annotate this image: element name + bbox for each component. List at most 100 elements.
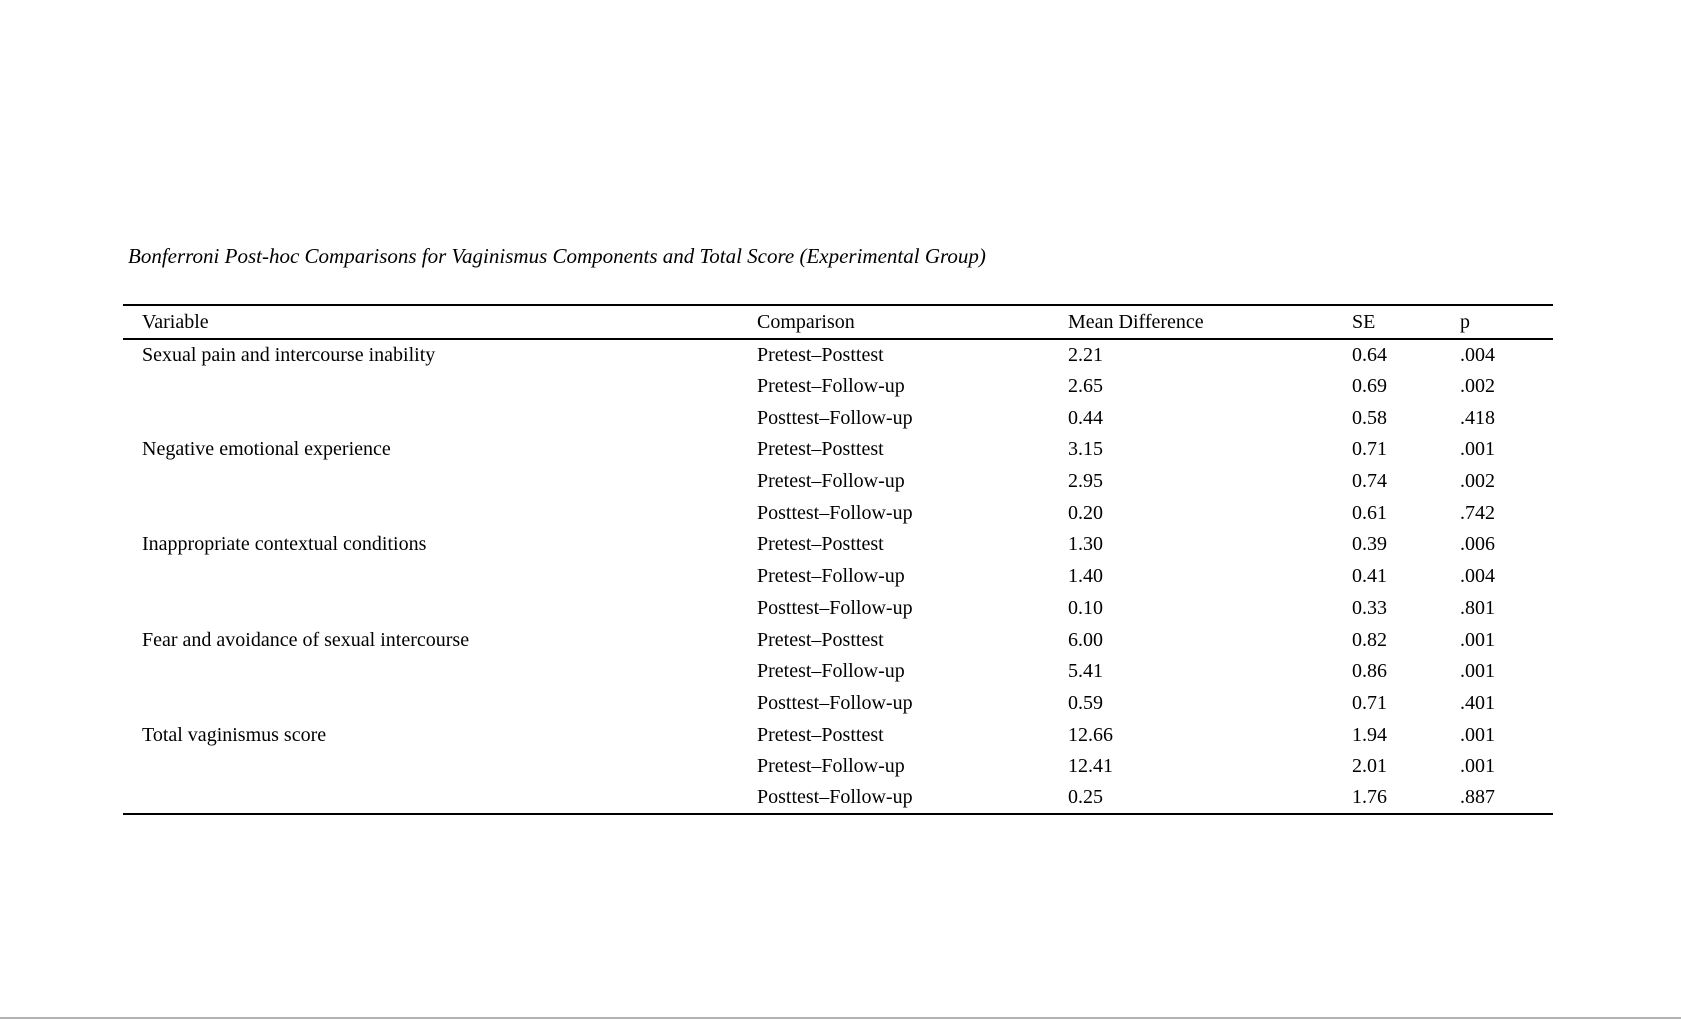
cell-variable: [123, 497, 757, 529]
cell-variable: [123, 751, 757, 783]
table-row: Inappropriate contextual conditions Pret…: [123, 529, 1553, 561]
cell-mean-difference: 0.59: [1068, 691, 1103, 714]
cell-mean-difference: 0.20: [1068, 501, 1103, 524]
cell-variable: [123, 783, 757, 815]
table-row: Posttest–Follow-up 0.44 0.58 .418: [123, 402, 1553, 434]
cell-variable: Inappropriate contextual conditions: [142, 533, 427, 556]
cell-comparison: Pretest–Follow-up: [757, 470, 905, 493]
cell-p: .401: [1460, 691, 1495, 714]
cell-se: 0.71: [1352, 438, 1387, 461]
table-row: Total vaginismus score Pretest–Posttest …: [123, 719, 1553, 751]
cell-variable: [123, 371, 757, 403]
cell-p: .001: [1460, 755, 1495, 778]
cell-comparison: Pretest–Follow-up: [757, 755, 905, 778]
table-row: Negative emotional experience Pretest–Po…: [123, 434, 1553, 466]
column-header-p: p: [1460, 310, 1470, 333]
table-row: Posttest–Follow-up 0.25 1.76 .887: [123, 783, 1553, 815]
table-row: Fear and avoidance of sexual intercourse…: [123, 624, 1553, 656]
cell-mean-difference: 12.41: [1068, 755, 1113, 778]
table-row: Pretest–Follow-up 5.41 0.86 .001: [123, 656, 1553, 688]
cell-se: 0.82: [1352, 628, 1387, 651]
cell-p: .002: [1460, 470, 1495, 493]
cell-variable: Negative emotional experience: [142, 438, 391, 461]
cell-se: 0.74: [1352, 470, 1387, 493]
cell-p: .801: [1460, 596, 1495, 619]
table-row: Sexual pain and intercourse inability Pr…: [123, 339, 1553, 371]
cell-comparison: Pretest–Posttest: [757, 343, 884, 366]
cell-p: .001: [1460, 438, 1495, 461]
table-row: Pretest–Follow-up 2.65 0.69 .002: [123, 371, 1553, 403]
cell-comparison: Pretest–Posttest: [757, 628, 884, 651]
cell-se: 0.64: [1352, 343, 1387, 366]
table-row: Pretest–Follow-up 12.41 2.01 .001: [123, 751, 1553, 783]
cell-comparison: Pretest–Posttest: [757, 723, 884, 746]
cell-p: .004: [1460, 565, 1495, 588]
cell-p: .004: [1460, 343, 1495, 366]
cell-variable: [123, 561, 757, 593]
column-header-se: SE: [1352, 310, 1376, 333]
cell-comparison: Pretest–Follow-up: [757, 375, 905, 398]
cell-mean-difference: 1.30: [1068, 533, 1103, 556]
cell-variable: [123, 656, 757, 688]
column-header-variable: Variable: [142, 310, 209, 333]
cell-mean-difference: 5.41: [1068, 660, 1103, 683]
table-row: Pretest–Follow-up 2.95 0.74 .002: [123, 466, 1553, 498]
cell-p: .887: [1460, 786, 1495, 809]
cell-mean-difference: 1.40: [1068, 565, 1103, 588]
cell-variable: [123, 466, 757, 498]
column-header-comparison: Comparison: [757, 310, 855, 333]
cell-variable: Total vaginismus score: [142, 723, 327, 746]
cell-se: 1.94: [1352, 723, 1387, 746]
cell-p: .418: [1460, 406, 1495, 429]
cell-se: 0.33: [1352, 596, 1387, 619]
cell-mean-difference: 0.10: [1068, 596, 1103, 619]
column-header-mean-difference: Mean Difference: [1068, 310, 1204, 333]
table-header-row: Variable Comparison Mean Difference SE p: [123, 305, 1553, 339]
cell-mean-difference: 3.15: [1068, 438, 1103, 461]
cell-p: .001: [1460, 660, 1495, 683]
cell-p: .742: [1460, 501, 1495, 524]
table-row: Posttest–Follow-up 0.10 0.33 .801: [123, 593, 1553, 625]
cell-comparison: Posttest–Follow-up: [757, 596, 913, 619]
cell-p: .002: [1460, 375, 1495, 398]
table-row: Pretest–Follow-up 1.40 0.41 .004: [123, 561, 1553, 593]
cell-comparison: Posttest–Follow-up: [757, 501, 913, 524]
page-bottom-divider: [0, 1017, 1681, 1019]
posthoc-comparisons-table: Variable Comparison Mean Difference SE p…: [123, 304, 1553, 816]
table-row: Posttest–Follow-up 0.59 0.71 .401: [123, 688, 1553, 720]
table-title: Bonferroni Post-hoc Comparisons for Vagi…: [128, 244, 986, 268]
cell-comparison: Posttest–Follow-up: [757, 786, 913, 809]
cell-mean-difference: 2.65: [1068, 375, 1103, 398]
cell-variable: Sexual pain and intercourse inability: [142, 343, 436, 366]
cell-mean-difference: 2.21: [1068, 343, 1103, 366]
cell-comparison: Pretest–Follow-up: [757, 660, 905, 683]
cell-comparison: Posttest–Follow-up: [757, 691, 913, 714]
cell-mean-difference: 6.00: [1068, 628, 1103, 651]
cell-se: 0.58: [1352, 406, 1387, 429]
cell-se: 0.86: [1352, 660, 1387, 683]
cell-se: 0.69: [1352, 375, 1387, 398]
cell-p: .001: [1460, 628, 1495, 651]
cell-se: 0.41: [1352, 565, 1387, 588]
cell-mean-difference: 2.95: [1068, 470, 1103, 493]
cell-se: 0.39: [1352, 533, 1387, 556]
table-row: Posttest–Follow-up 0.20 0.61 .742: [123, 497, 1553, 529]
cell-comparison: Posttest–Follow-up: [757, 406, 913, 429]
cell-p: .006: [1460, 533, 1495, 556]
cell-se: 1.76: [1352, 786, 1387, 809]
cell-se: 0.61: [1352, 501, 1387, 524]
cell-variable: Fear and avoidance of sexual intercourse: [142, 628, 470, 651]
cell-mean-difference: 12.66: [1068, 723, 1113, 746]
cell-comparison: Pretest–Posttest: [757, 438, 884, 461]
cell-mean-difference: 0.44: [1068, 406, 1103, 429]
cell-variable: [123, 688, 757, 720]
cell-p: .001: [1460, 723, 1495, 746]
cell-mean-difference: 0.25: [1068, 786, 1103, 809]
cell-variable: [123, 593, 757, 625]
cell-se: 0.71: [1352, 691, 1387, 714]
cell-variable: [123, 402, 757, 434]
cell-se: 2.01: [1352, 755, 1387, 778]
cell-comparison: Pretest–Posttest: [757, 533, 884, 556]
cell-comparison: Pretest–Follow-up: [757, 565, 905, 588]
